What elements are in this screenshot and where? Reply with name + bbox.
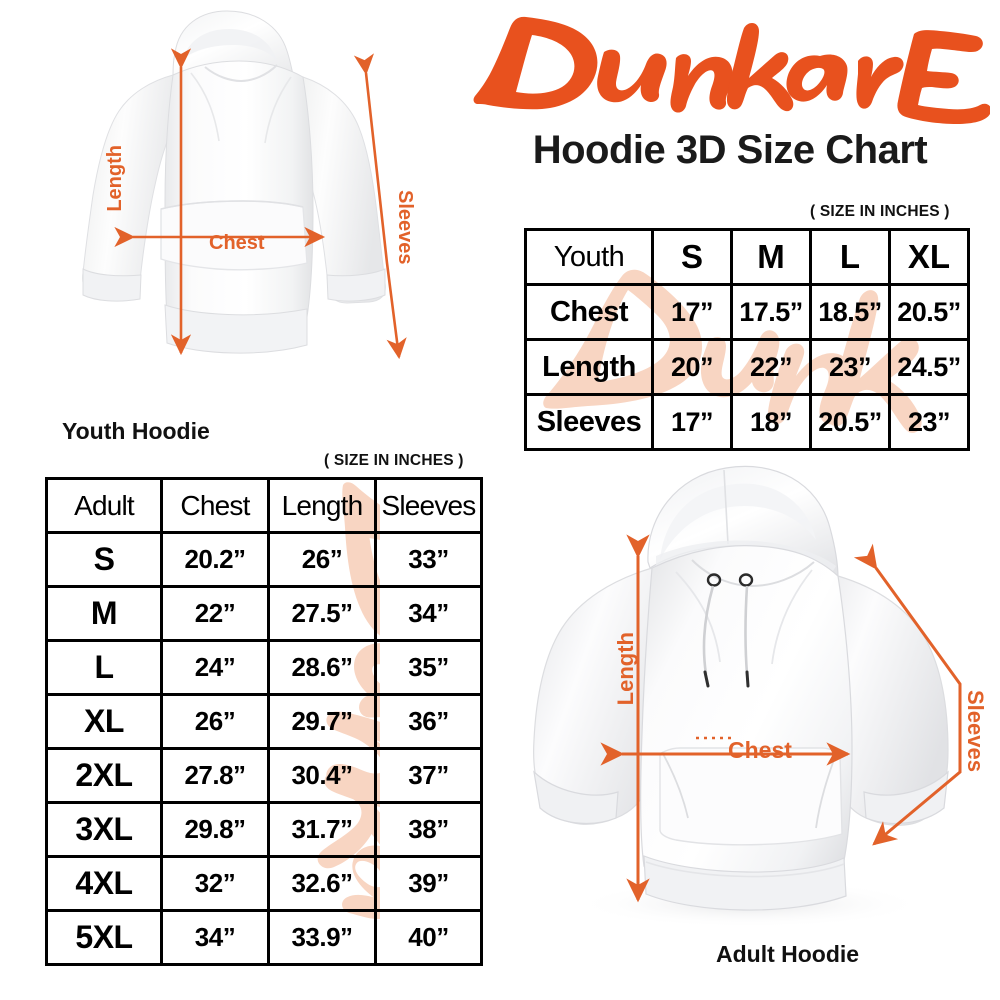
youth-column-header: L <box>809 228 891 286</box>
adult-row-header: M <box>45 585 163 642</box>
adult-cell-value: 40” <box>374 909 483 966</box>
adult-cell-value: 29.8” <box>160 801 270 858</box>
adult-cell-value: 33.9” <box>267 909 377 966</box>
adult-cell-value: 35” <box>374 639 483 696</box>
table-row: 5XL 34” 33.9” 40” <box>45 909 483 966</box>
adult-cell-value: 28.6” <box>267 639 377 696</box>
youth-cell-value: 18.5” <box>809 283 891 341</box>
youth-size-unit-caption: ( SIZE IN INCHES ) <box>810 203 950 220</box>
youth-sleeves-label: Sleeves <box>394 190 416 265</box>
brand-logo <box>470 8 990 126</box>
youth-hoodie-illustration <box>82 10 407 360</box>
adult-row-header: 3XL <box>45 801 163 858</box>
youth-cell-value: 20” <box>651 338 733 396</box>
adult-cell-value: 20.2” <box>160 531 270 588</box>
table-row: Length 20” 22” 23” 24.5” <box>524 338 970 396</box>
adult-cell-value: 38” <box>374 801 483 858</box>
adult-cell-value: 30.4” <box>267 747 377 804</box>
adult-table-corner-label: Adult <box>45 477 163 534</box>
adult-row-header: 2XL <box>45 747 163 804</box>
table-row: Sleeves 17” 18” 20.5” 23” <box>524 393 970 451</box>
adult-cell-value: 34” <box>160 909 270 966</box>
adult-cell-value: 27.8” <box>160 747 270 804</box>
youth-hoodie-caption: Youth Hoodie <box>62 418 210 444</box>
adult-cell-value: 34” <box>374 585 483 642</box>
adult-cell-value: 32.6” <box>267 855 377 912</box>
youth-cell-value: 18” <box>730 393 812 451</box>
adult-cell-value: 22” <box>160 585 270 642</box>
table-row: XL 26” 29.7” 36” <box>45 693 483 750</box>
adult-cell-value: 27.5” <box>267 585 377 642</box>
youth-table-corner-label: Youth <box>524 228 654 286</box>
adult-size-unit-caption: ( SIZE IN INCHES ) <box>324 452 464 469</box>
youth-row-header: Sleeves <box>524 393 654 451</box>
adult-cell-value: 33” <box>374 531 483 588</box>
adult-sleeves-label: Sleeves <box>963 690 988 772</box>
youth-cell-value: 24.5” <box>888 338 970 396</box>
youth-length-label: Length <box>104 145 126 212</box>
youth-column-header: S <box>651 228 733 286</box>
table-row: 2XL 27.8” 30.4” 37” <box>45 747 483 804</box>
youth-cell-value: 17.5” <box>730 283 812 341</box>
youth-chest-label: Chest <box>209 232 265 254</box>
adult-cell-value: 24” <box>160 639 270 696</box>
youth-cell-value: 17” <box>651 393 733 451</box>
youth-cell-value: 20.5” <box>888 283 970 341</box>
youth-column-header: M <box>730 228 812 286</box>
youth-cell-value: 23” <box>888 393 970 451</box>
adult-table-header-row: Adult Chest Length Sleeves <box>45 477 483 534</box>
table-row: 3XL 29.8” 31.7” 38” <box>45 801 483 858</box>
youth-size-table: Youth S M L XL Chest 17” 17.5” 18.5” 20.5” Length 2… <box>524 228 970 451</box>
adult-row-header: L <box>45 639 163 696</box>
adult-column-header: Sleeves <box>374 477 483 534</box>
table-row: S 20.2” 26” 33” <box>45 531 483 588</box>
adult-cell-value: 39” <box>374 855 483 912</box>
adult-cell-value: 29.7” <box>267 693 377 750</box>
adult-length-label: Length <box>613 632 638 706</box>
adult-cell-value: 37” <box>374 747 483 804</box>
youth-cell-value: 20.5” <box>809 393 891 451</box>
youth-cell-value: 17” <box>651 283 733 341</box>
youth-cell-value: 22” <box>730 338 812 396</box>
youth-row-header: Length <box>524 338 654 396</box>
youth-cell-value: 23” <box>809 338 891 396</box>
youth-sleeves-arrow <box>353 53 407 360</box>
youth-column-header: XL <box>888 228 970 286</box>
adult-row-header: 5XL <box>45 909 163 966</box>
youth-table-header-row: Youth S M L XL <box>524 228 970 286</box>
adult-cell-value: 31.7” <box>267 801 377 858</box>
adult-row-header: S <box>45 531 163 588</box>
adult-hoodie-illustration <box>533 465 962 928</box>
table-row: M 22” 27.5” 34” <box>45 585 483 642</box>
adult-column-header: Length <box>267 477 377 534</box>
adult-cell-value: 26” <box>160 693 270 750</box>
table-row: L 24” 28.6” 35” <box>45 639 483 696</box>
adult-cell-value: 26” <box>267 531 377 588</box>
adult-chest-label: Chest <box>728 737 792 763</box>
table-row: 4XL 32” 32.6” 39” <box>45 855 483 912</box>
adult-cell-value: 36” <box>374 693 483 750</box>
adult-row-header: XL <box>45 693 163 750</box>
youth-row-header: Chest <box>524 283 654 341</box>
page-title: Hoodie 3D Size Chart <box>532 128 928 172</box>
adult-column-header: Chest <box>160 477 270 534</box>
adult-row-header: 4XL <box>45 855 163 912</box>
adult-hoodie-caption: Adult Hoodie <box>716 941 860 967</box>
table-row: Chest 17” 17.5” 18.5” 20.5” <box>524 283 970 341</box>
adult-size-table: Adult Chest Length Sleeves S 20.2” 26” 33” M 22” 2… <box>45 477 483 966</box>
adult-sleeves-arrow <box>853 543 962 846</box>
adult-cell-value: 32” <box>160 855 270 912</box>
